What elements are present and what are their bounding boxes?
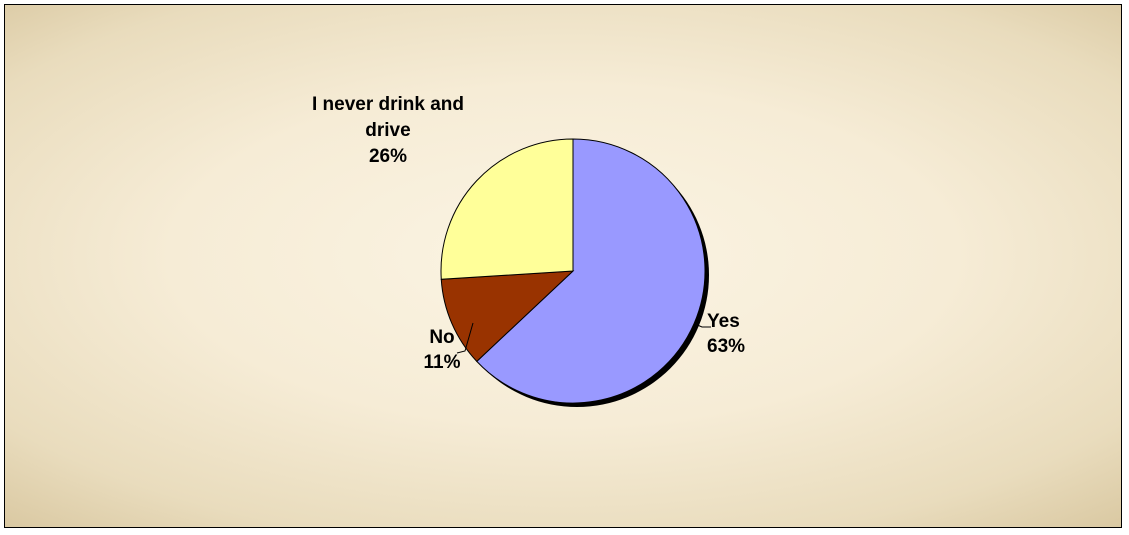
leader-lines: [456, 322, 711, 354]
pie-slices: [440, 138, 706, 404]
pie-slice-i-never-drink-and-drive: [440, 138, 574, 280]
slice-label-line: 63%: [707, 336, 745, 357]
pie-slice-no: [440, 270, 575, 363]
leader-line-yes: [694, 323, 711, 328]
slice-labels: Yes 63% No 11% I never drink and drive 26%: [312, 94, 745, 373]
pie-chart: Yes 63% No 11% I never drink and drive 26%: [312, 94, 745, 407]
slice-label-line: 26%: [369, 146, 407, 167]
slice-label-i-never-drink-and-drive: I never drink and drive 26%: [312, 94, 464, 167]
slice-label-line: I never drink and: [312, 94, 464, 115]
slice-label-no: No 11%: [424, 327, 461, 373]
slice-label-yes: Yes 63%: [707, 311, 745, 357]
slice-label-line: No: [429, 327, 454, 348]
slice-label-line: Yes: [707, 311, 740, 332]
chart-area: Yes 63% No 11% I never drink and drive 26%: [4, 4, 1122, 528]
leader-line-no: [456, 322, 474, 354]
slice-label-line: drive: [365, 120, 410, 141]
pie-slice-yes: [476, 138, 706, 404]
slice-label-line: 11%: [424, 352, 461, 373]
